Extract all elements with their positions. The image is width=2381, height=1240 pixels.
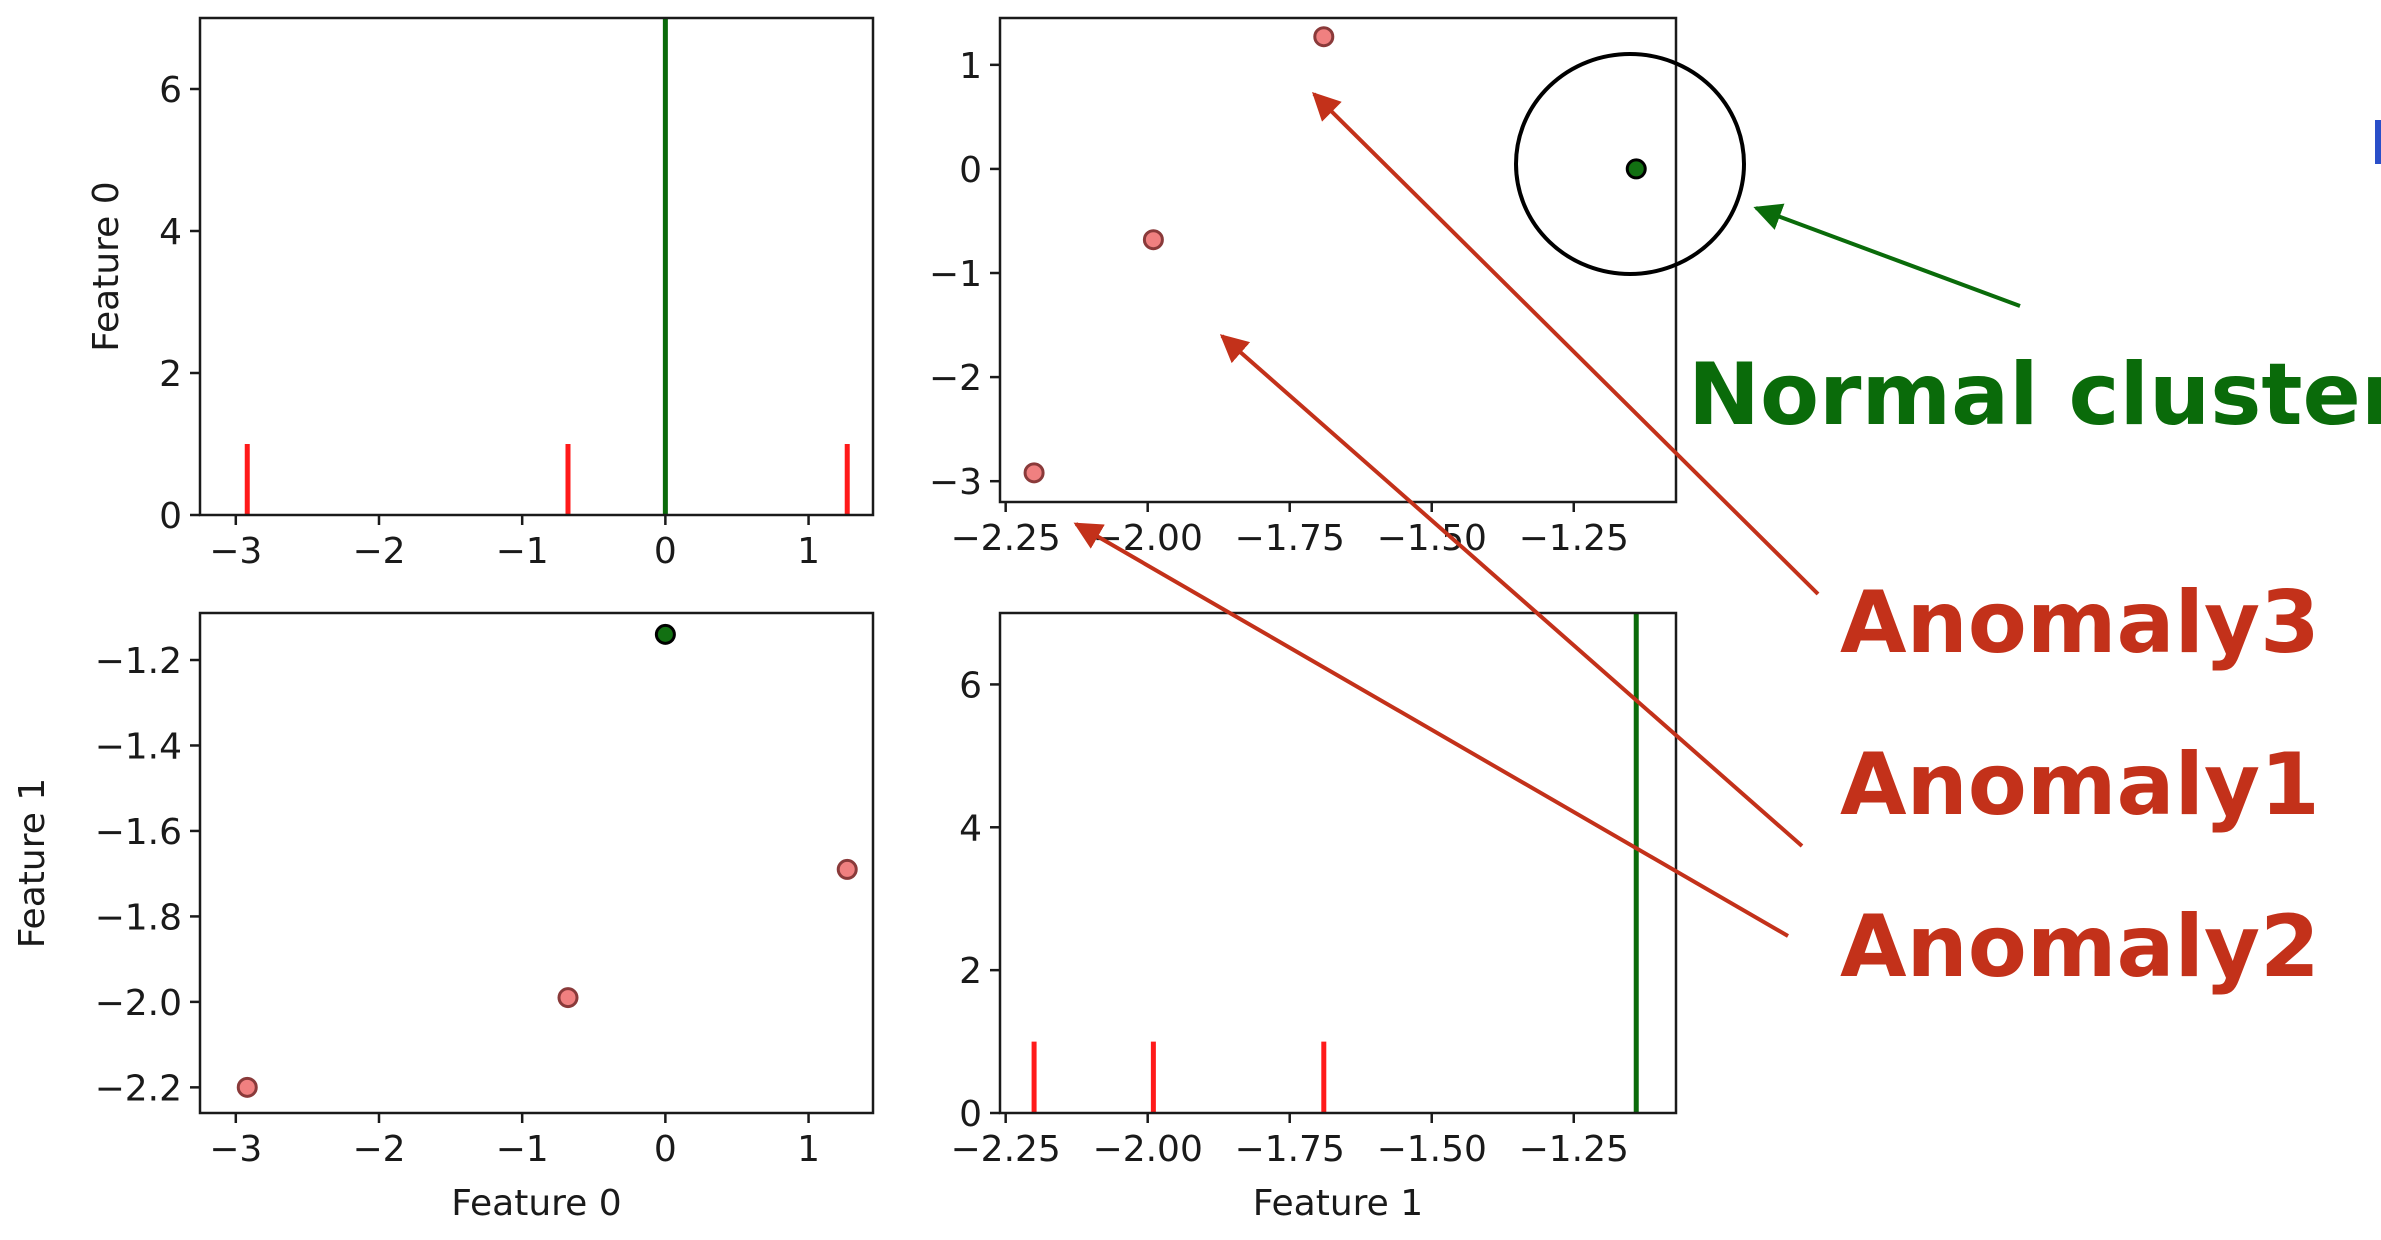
y-tick-label: 4 <box>959 808 982 849</box>
y-tick-label: −2 <box>929 358 982 399</box>
y-tick-label: 2 <box>159 354 182 395</box>
y-tick-label: −2.2 <box>95 1068 182 1109</box>
x-tick-label: −2.25 <box>951 1129 1061 1170</box>
y-axis-label: Feature 0 <box>86 181 127 351</box>
normal-cluster-label: Normal cluster <box>1688 345 2381 445</box>
axes-frame <box>998 611 1678 1115</box>
x-tick-label: −1.50 <box>1377 1129 1487 1170</box>
anomaly-point-1 <box>1142 229 1164 251</box>
x-tick-label: −1.25 <box>1519 1129 1629 1170</box>
normal-point-3 <box>654 623 676 645</box>
y-tick-label: −1.8 <box>95 897 182 938</box>
anomaly3-label: Anomaly3 <box>1840 573 2320 673</box>
panel-f0-vs-f1: −3 −2 −1 0 1 −2.2 −2.0 −1.8 −1.6 −1.4 −1.2 Feature … <box>12 611 875 1224</box>
y-tick-label: 6 <box>959 665 982 706</box>
y-tick-label: 1 <box>959 46 982 87</box>
y-tick-label: −1.6 <box>95 812 182 853</box>
axes-frame <box>998 16 1678 504</box>
anomaly3-arrow <box>1312 92 1820 596</box>
y-tick-label: 0 <box>959 1094 982 1135</box>
normal-point-3 <box>1625 158 1647 180</box>
x-tick-label: 0 <box>654 1129 677 1170</box>
x-tick-label: −2 <box>352 531 405 572</box>
x-axis-label: Feature 0 <box>451 1183 621 1224</box>
panel-f1-hist: −2.25 −2.00 −1.75 −1.50 −1.25 0 2 4 6 Feature 1 <box>951 611 1678 1224</box>
anomaly1-label: Anomaly1 <box>1840 735 2320 835</box>
x-tick-label: 1 <box>797 1129 820 1170</box>
axes-frame <box>198 611 875 1115</box>
y-tick-label: 4 <box>159 212 182 253</box>
y-tick-label: −1.2 <box>95 641 182 682</box>
axes-frame <box>198 16 875 517</box>
x-tick-label: 0 <box>654 531 677 572</box>
x-tick-label: −3 <box>209 531 262 572</box>
x-tick-label: −1.75 <box>1235 1129 1345 1170</box>
anomaly-point-0 <box>1023 462 1045 484</box>
y-tick-label: −3 <box>929 462 982 503</box>
x-tick-label: −2.00 <box>1093 518 1203 559</box>
x-tick-label: −1.25 <box>1519 518 1629 559</box>
clipped-blue-mark <box>2375 120 2381 164</box>
x-tick-label: −1 <box>496 1129 549 1170</box>
x-tick-label: −2.25 <box>951 518 1061 559</box>
x-tick-label: −1.75 <box>1235 518 1345 559</box>
anomaly-point-2 <box>1313 26 1335 48</box>
y-tick-label: −2.0 <box>95 983 182 1024</box>
anomaly2-label: Anomaly2 <box>1840 897 2320 997</box>
y-axis-label: Feature 1 <box>12 778 53 948</box>
x-tick-label: −1 <box>496 531 549 572</box>
normal-cluster-circle <box>1514 52 1746 276</box>
y-tick-label: 2 <box>959 951 982 992</box>
x-tick-label: 1 <box>797 531 820 572</box>
panel-f1-vs-f0: −2.25 −2.00 −1.75 −1.50 −1.25−3−2−101 <box>929 16 1678 559</box>
panel-f0-hist: −3 −2 −1 0 1 0 2 4 6 Feature 0 <box>86 16 875 572</box>
anomaly2-arrow <box>1073 522 1790 938</box>
x-tick-label: −3 <box>209 1129 262 1170</box>
anomaly1-arrow <box>1219 334 1804 848</box>
y-tick-label: 0 <box>159 496 182 537</box>
y-tick-label: 6 <box>159 70 182 111</box>
anomaly-point-0 <box>236 1076 258 1098</box>
anomaly-point-2 <box>836 858 858 880</box>
y-tick-label: −1.4 <box>95 726 182 767</box>
normal-cluster-arrow <box>1753 203 2021 308</box>
y-tick-label: 0 <box>959 150 982 191</box>
y-tick-label: −1 <box>929 254 982 295</box>
anomaly-point-1 <box>557 987 579 1009</box>
x-tick-label: −2 <box>352 1129 405 1170</box>
x-axis-label: Feature 1 <box>1253 1183 1423 1224</box>
x-tick-label: −2.00 <box>1093 1129 1203 1170</box>
